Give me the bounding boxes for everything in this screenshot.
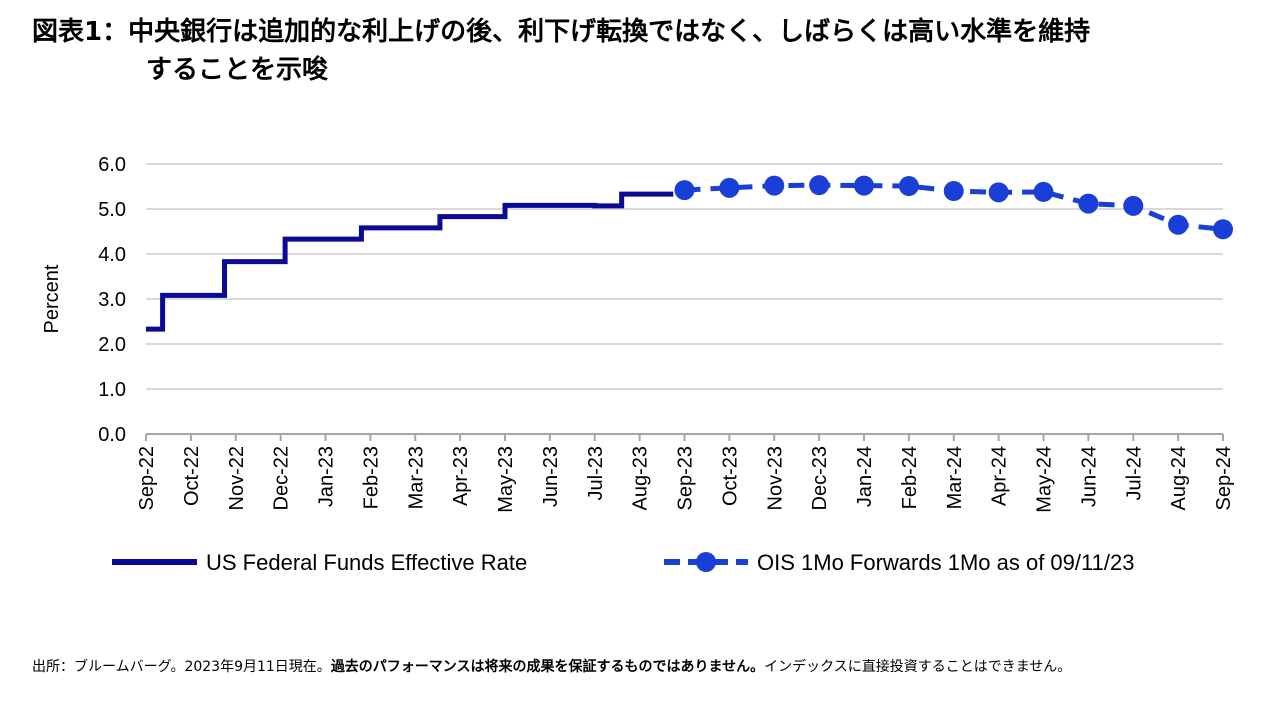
y-tick-label: 6.0 [98,154,126,176]
x-tick-label: May-23 [495,446,517,513]
line-chart: 0.0 1.0 2.0 3.0 4.0 5.0 6.0 Percent Sep-22 Oct-22… [41,154,1235,575]
x-tick-label: Jan-23 [316,446,338,507]
x-tick-label: Jan-24 [854,446,876,507]
legend-label-fed-funds: US Federal Funds Effective Rate [206,550,527,575]
x-tick-label: Oct-23 [719,446,741,506]
y-axis-label: Percent [41,264,63,333]
ois-point [719,177,740,198]
ois-point [943,181,964,201]
x-tick-label: Feb-23 [360,446,382,509]
legend-label-ois: OIS 1Mo Forwards 1Mo as of 09/11/23 [757,550,1134,575]
y-tick-label: 2.0 [98,334,126,356]
ois-point [1033,181,1054,202]
source-note: 出所：ブルームバーグ。2023年9月11日現在。過去のパフォーマンスは将来の成果… [32,657,1212,678]
y-tick-label: 5.0 [98,199,126,221]
x-tick-label: Sep-22 [136,446,158,511]
source-prefix: 出所：ブルームバーグ。2023年9月11日現在。 [32,659,331,675]
fed-funds-line [146,191,674,332]
ois-point [764,175,785,196]
source-disclaimer: 過去のパフォーマンスは将来の成果を保証するものではありません。 [330,659,765,675]
x-tick-label: Sep-24 [1213,446,1235,511]
x-tick-label: Jun-24 [1078,446,1100,507]
x-tick-label: Mar-23 [405,446,427,509]
x-tick-label: Jul-24 [1123,446,1145,500]
chart-title-continued: することを示唆 [146,55,329,85]
x-tick-label: Mar-24 [944,446,966,509]
x-tick-label: Jul-23 [585,446,607,500]
y-tick-label: 1.0 [98,379,126,401]
legend-marker-ois [696,552,716,572]
x-tick-label: Dec-23 [809,446,831,510]
ois-point [1123,195,1144,216]
x-tick-label: Feb-24 [899,446,921,509]
x-tick-label: Apr-24 [989,446,1011,506]
ois-point [809,175,830,196]
y-tick-label: 0.0 [98,424,126,446]
x-tick-label: Jun-23 [540,446,562,507]
chart-title: 図表1：中央銀行は追加的な利上げの後、利下げ転換ではなく、しばらくは高い水準を維… [32,17,1091,47]
x-tick-label: Apr-23 [450,446,472,506]
ois-point [988,182,1009,203]
ois-point [1168,214,1189,235]
x-tick-label: Dec-22 [271,446,293,510]
x-tick-label: Nov-23 [764,446,786,510]
ois-point [898,176,919,197]
y-tick-label: 4.0 [98,244,126,266]
ois-point [674,180,695,201]
ois-point [1213,219,1233,240]
y-tick-label: 3.0 [98,289,126,311]
x-tick-label: Sep-23 [675,446,697,511]
x-tick-label: Aug-24 [1168,446,1190,511]
x-tick-label: May-24 [1034,446,1056,513]
ois-point [854,175,874,196]
ois-point [1078,193,1099,214]
x-tick-label: Nov-22 [226,446,248,510]
x-tick-label: Aug-23 [630,446,652,511]
source-suffix: インデックスに直接投資することはできません。 [764,659,1072,675]
x-tick-label: Oct-22 [181,446,203,506]
